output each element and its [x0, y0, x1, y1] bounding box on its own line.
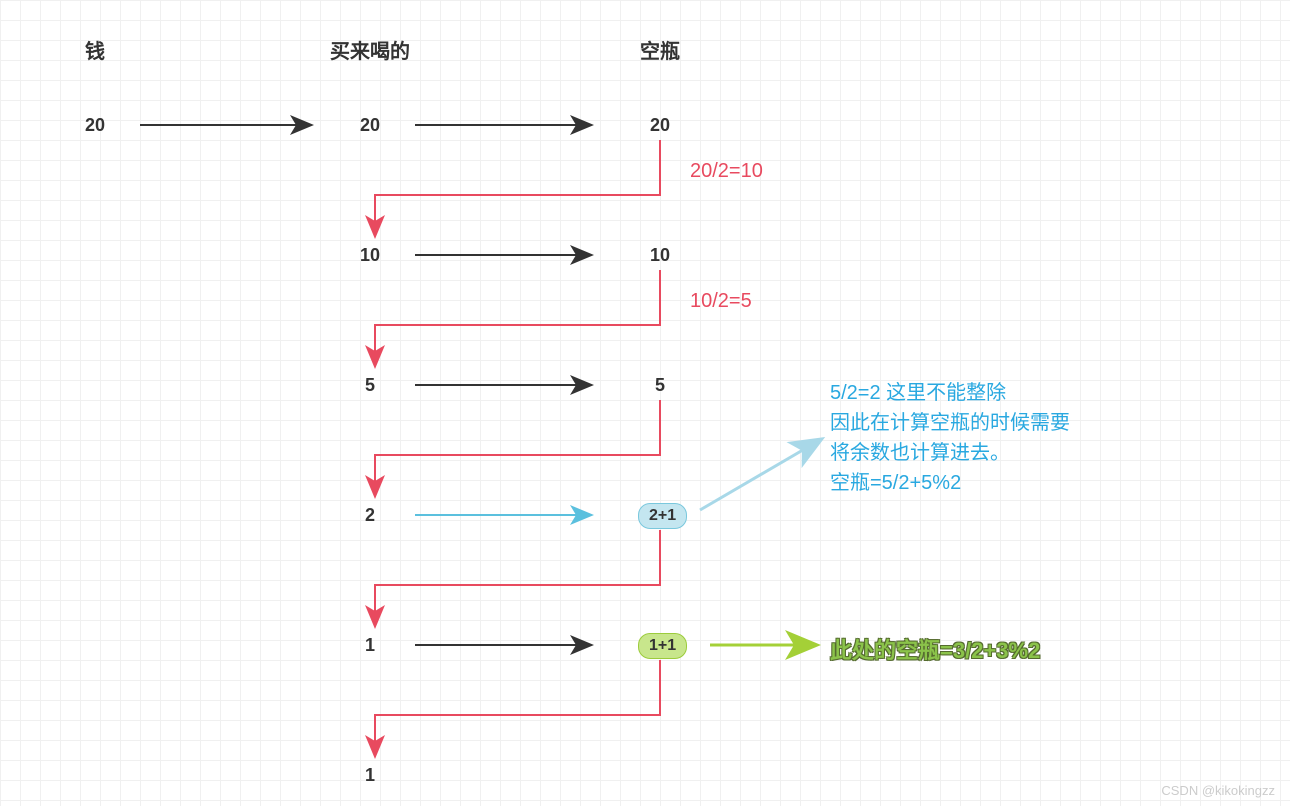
r5-buy-value: 1	[365, 635, 375, 656]
money-value: 20	[85, 115, 105, 136]
watermark: CSDN @kikokingzz	[1161, 783, 1275, 798]
header-buy: 买来喝的	[330, 35, 410, 64]
r3-empty-value: 5	[655, 375, 665, 396]
r2-empty-value: 10	[650, 245, 670, 266]
arrows-layer	[0, 0, 1290, 806]
header-money: 钱	[85, 35, 105, 64]
arrow-r5-loop	[375, 660, 660, 755]
note-blue-line2: 因此在计算空瓶的时候需要	[830, 408, 1070, 438]
r5-empty-pill: 1+1	[638, 633, 687, 659]
r1-buy-value: 20	[360, 115, 380, 136]
note-calc1: 20/2=10	[690, 160, 763, 183]
r1-empty-value: 20	[650, 115, 670, 136]
note-blue-line4: 空瓶=5/2+5%2	[830, 468, 1070, 498]
r4-buy-value: 2	[365, 505, 375, 526]
note-calc2: 10/2=5	[690, 290, 752, 313]
note-blue-line3: 将余数也计算进去。	[830, 438, 1070, 468]
note-blue-block: 5/2=2 这里不能整除 因此在计算空瓶的时候需要 将余数也计算进去。 空瓶=5…	[830, 378, 1070, 498]
arrow-r2-loop	[375, 270, 660, 365]
note-blue-line1: 5/2=2 这里不能整除	[830, 378, 1070, 408]
r4-empty-pill: 2+1	[638, 503, 687, 529]
note-green: 此处的空瓶=3/2+3%2	[830, 633, 1040, 665]
header-empty: 空瓶	[640, 35, 680, 64]
r6-buy-value: 1	[365, 765, 375, 786]
r3-buy-value: 5	[365, 375, 375, 396]
r2-buy-value: 10	[360, 245, 380, 266]
arrow-pill-to-note	[700, 440, 820, 510]
arrow-r4-loop	[375, 530, 660, 625]
arrow-r3-loop	[375, 400, 660, 495]
arrow-r1-loop	[375, 140, 660, 235]
